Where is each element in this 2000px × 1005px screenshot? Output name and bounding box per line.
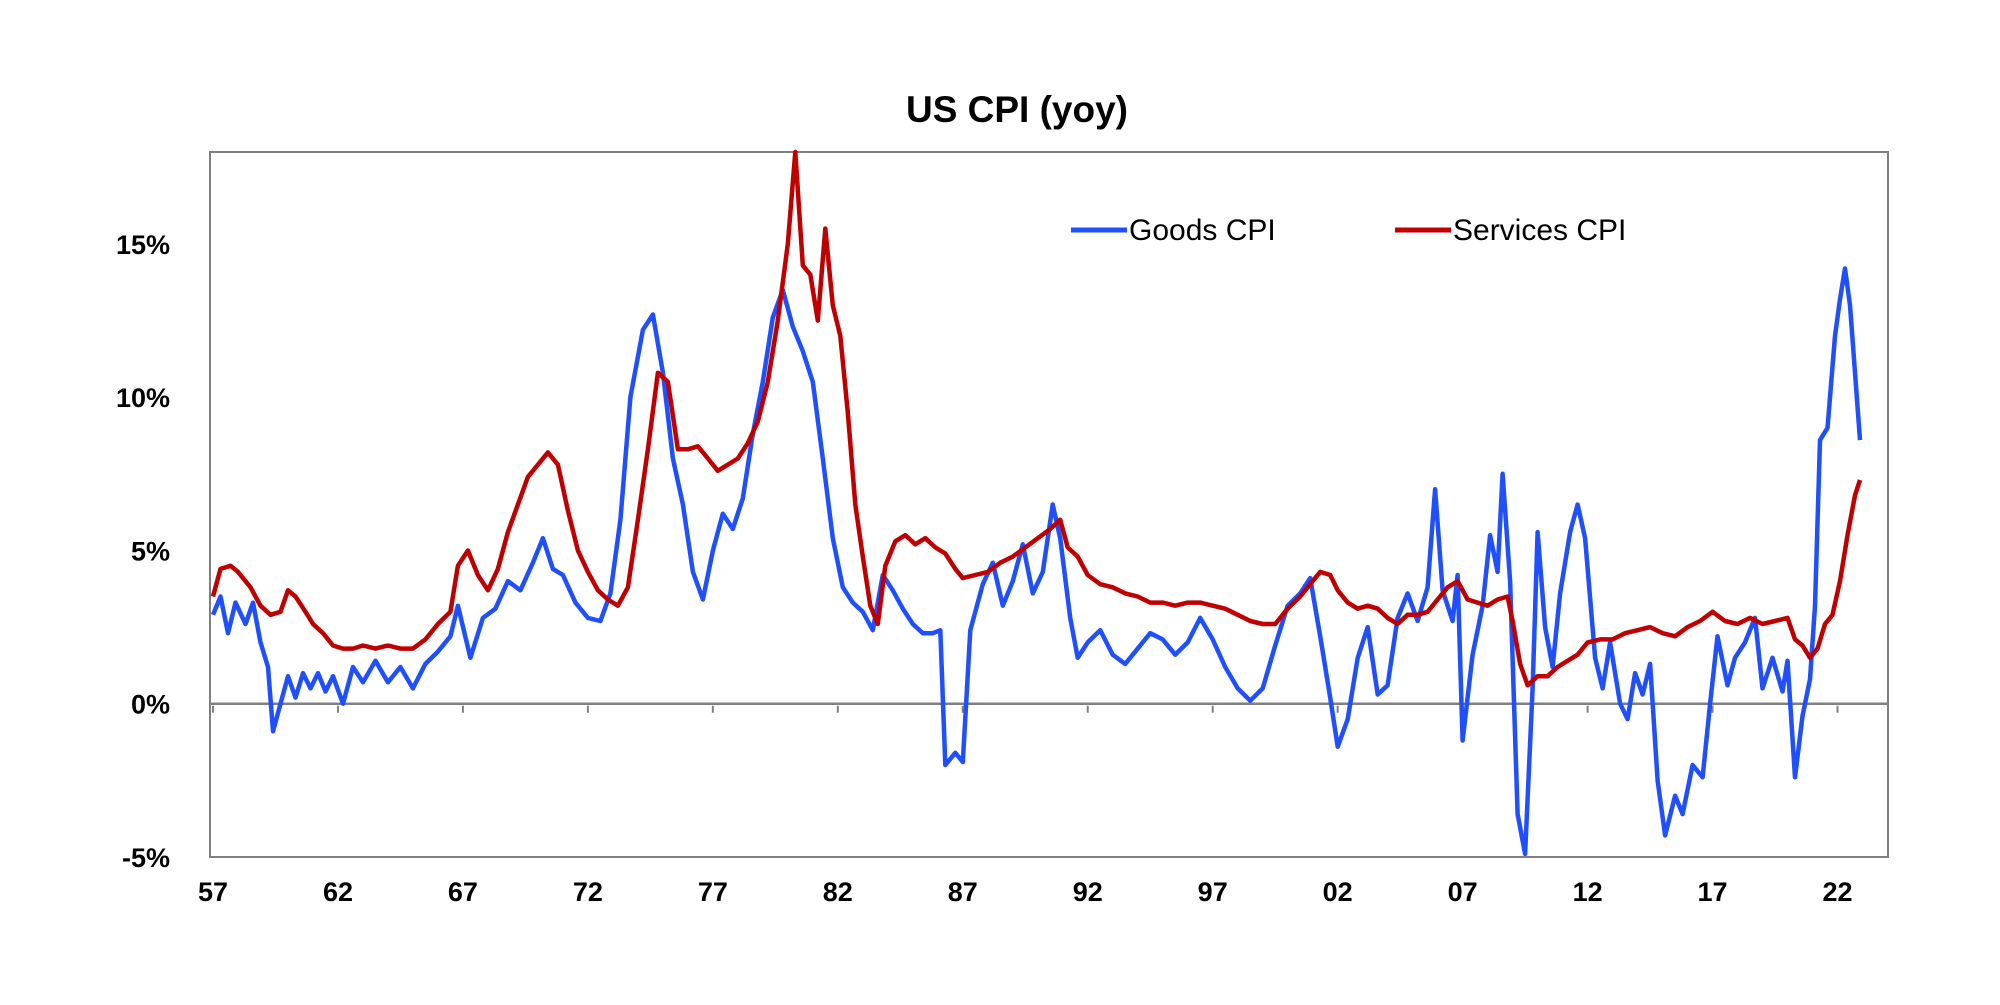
x-tick-label: 22 — [1822, 877, 1852, 907]
x-tick-label: 17 — [1698, 877, 1728, 907]
y-tick-label: -5% — [122, 843, 170, 873]
x-tick-label: 72 — [573, 877, 603, 907]
x-tick-label: 57 — [198, 877, 228, 907]
x-tick-label: 92 — [1073, 877, 1103, 907]
y-tick-label: 0% — [131, 690, 170, 720]
series-line-goods-cpi — [210, 266, 1863, 857]
x-tick-label: 97 — [1198, 877, 1228, 907]
x-tick-label: 62 — [323, 877, 353, 907]
series-layer — [210, 149, 1863, 857]
x-tick-label: 12 — [1573, 877, 1603, 907]
x-tick-label: 87 — [948, 877, 978, 907]
plot-area — [209, 151, 1889, 858]
chart-title: US CPI (yoy) — [906, 89, 1128, 130]
y-tick-label: 15% — [116, 230, 170, 260]
series-line-services-cpi — [210, 149, 1863, 688]
x-tick-label: 02 — [1323, 877, 1353, 907]
y-axis: -5% 0% 5% 10% 15% — [116, 230, 1888, 873]
x-tick-label: 82 — [823, 877, 853, 907]
legend-label-services: Services CPI — [1453, 214, 1626, 247]
x-tick-label: 67 — [448, 877, 478, 907]
x-tick-label: 77 — [698, 877, 728, 907]
legend: Goods CPI Services CPI — [1071, 214, 1626, 247]
y-tick-label: 5% — [131, 536, 170, 566]
y-tick-label: 10% — [116, 383, 170, 413]
x-axis: 57 62 67 72 77 82 87 92 97 02 07 12 17 22 — [198, 705, 1853, 907]
x-tick-label: 07 — [1448, 877, 1478, 907]
legend-label-goods: Goods CPI — [1129, 214, 1276, 247]
